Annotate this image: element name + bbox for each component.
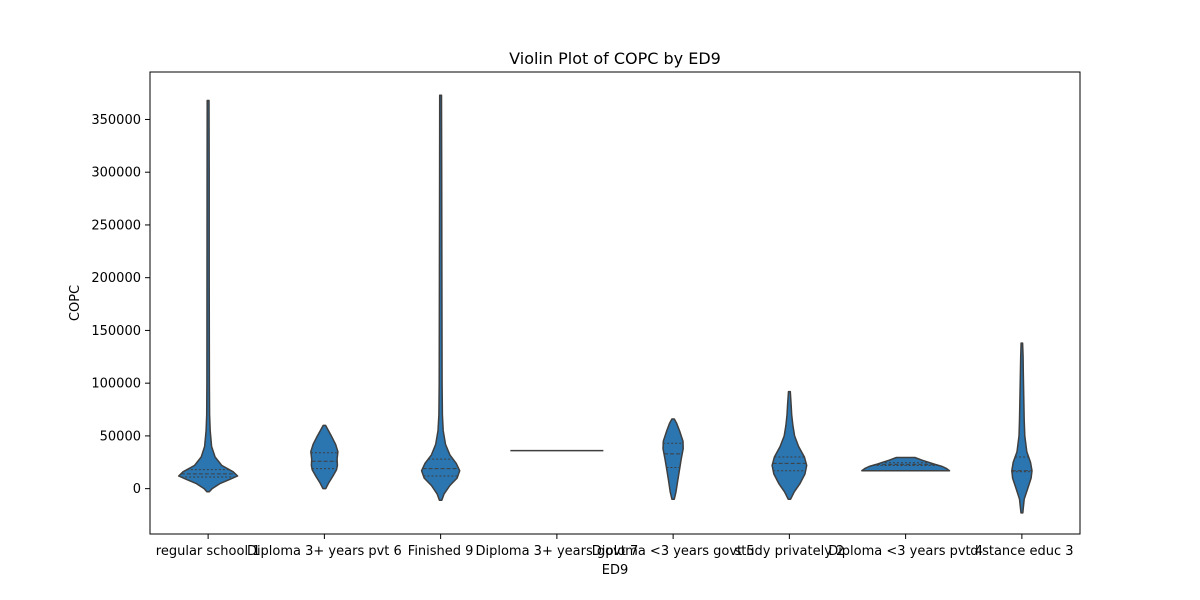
y-tick-label: 150000 bbox=[91, 324, 141, 339]
x-tick-label: Finished 9 bbox=[408, 544, 474, 559]
violin-body bbox=[662, 418, 684, 500]
violin-1 bbox=[310, 424, 339, 490]
chart-title: Violin Plot of COPC by ED9 bbox=[509, 49, 721, 68]
y-axis: 0 50000 100000 150000 200000 250000 300000 3500… bbox=[91, 113, 150, 497]
x-tick-label: Diploma <3 years govt 5 bbox=[592, 544, 755, 559]
violin-4 bbox=[662, 418, 684, 500]
plot-area bbox=[177, 94, 1033, 514]
violin-body bbox=[310, 424, 339, 490]
x-tick-label: study privately 2 bbox=[734, 544, 844, 559]
violin-0 bbox=[177, 99, 239, 493]
y-tick-label: 300000 bbox=[91, 166, 141, 181]
violin-5 bbox=[771, 390, 808, 500]
y-axis-label: COPC bbox=[68, 285, 83, 321]
x-tick-label: Diploma <3 years pvt 4 bbox=[828, 544, 983, 559]
violin-body bbox=[420, 94, 461, 501]
violin-6 bbox=[861, 456, 951, 472]
x-tick-label: regular school 1 bbox=[156, 544, 261, 559]
y-tick-label: 250000 bbox=[91, 218, 141, 233]
y-tick-label: 0 bbox=[133, 482, 141, 497]
violin-body bbox=[1011, 342, 1033, 514]
y-tick-label: 100000 bbox=[91, 377, 141, 392]
violin-body bbox=[177, 99, 239, 493]
x-tick-label: distance educ 3 bbox=[970, 544, 1073, 559]
x-tick-label: Diploma 3+ years govt 7 bbox=[475, 544, 638, 559]
y-tick-label: 50000 bbox=[100, 429, 141, 444]
violin-7 bbox=[1011, 342, 1033, 514]
plot-frame bbox=[149, 71, 1081, 535]
y-tick-label: 350000 bbox=[91, 113, 141, 128]
y-tick-label: 200000 bbox=[91, 271, 141, 286]
violin-body bbox=[771, 390, 808, 500]
x-axis-label: ED9 bbox=[602, 563, 629, 578]
violin-body bbox=[861, 456, 951, 472]
violin-2 bbox=[420, 94, 461, 501]
x-tick-label: Diploma 3+ years pvt 6 bbox=[247, 544, 402, 559]
